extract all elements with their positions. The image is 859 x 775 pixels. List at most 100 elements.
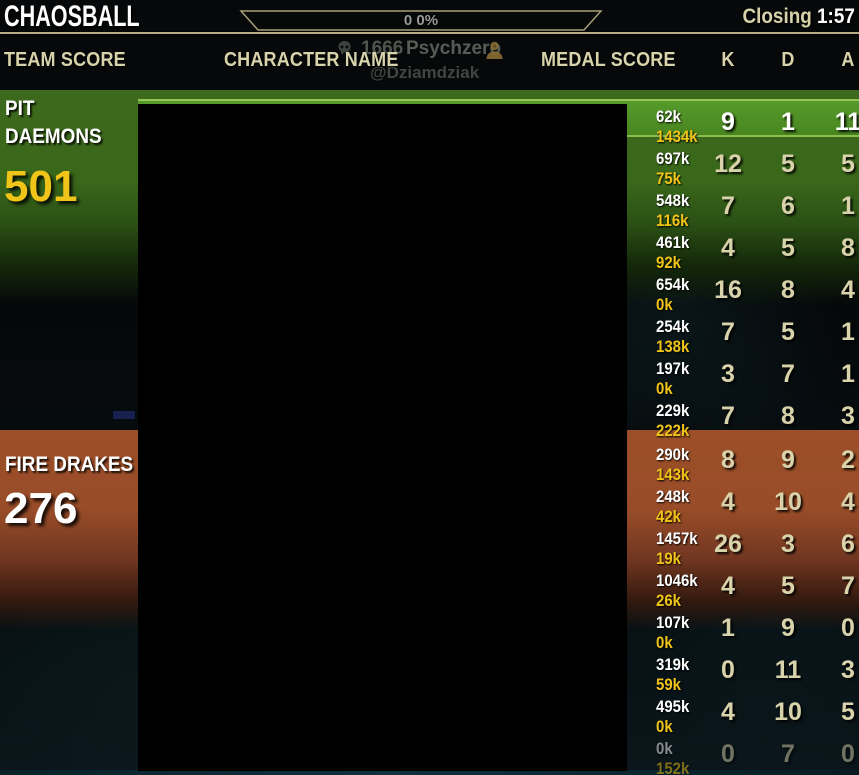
closing-label: Closing <box>742 5 812 28</box>
medal-score-primary: 197k <box>656 359 690 378</box>
player-row: 0k 152k 0 7 0 <box>630 731 859 775</box>
medal-score-secondary: 92k <box>656 253 681 272</box>
kills-value: 4 <box>721 488 735 516</box>
deaths-value: 9 <box>781 446 795 474</box>
deaths-value: 6 <box>781 192 795 220</box>
column-header-assists: A <box>841 49 855 71</box>
team-name: FIRE DRAKES <box>5 451 133 479</box>
medal-score-primary: 0k <box>656 739 673 758</box>
medal-score-secondary: 143k <box>656 465 690 484</box>
medal-score-primary: 1457k <box>656 529 698 548</box>
player-row: 229k 222k 7 8 3 <box>630 393 859 440</box>
kills-value: 4 <box>721 698 735 726</box>
column-header-team-score: TEAM SCORE <box>4 49 126 71</box>
assists-value: 3 <box>841 402 855 430</box>
assists-value: 1 <box>841 192 855 220</box>
kills-value: 26 <box>714 530 742 558</box>
medal-score-secondary: 19k <box>656 549 681 568</box>
assists-value: 6 <box>841 530 855 558</box>
header-divider <box>0 32 859 34</box>
team-name: PIT DAEMONS <box>5 95 102 151</box>
closing-timer: Closing 1:57 <box>743 5 855 29</box>
medal-score-primary: 654k <box>656 275 690 294</box>
medal-score-primary: 548k <box>656 191 690 210</box>
deaths-value: 8 <box>781 276 795 304</box>
deaths-value: 5 <box>781 318 795 346</box>
deaths-value: 5 <box>781 572 795 600</box>
assists-value: 5 <box>841 150 855 178</box>
medal-score-primary: 1046k <box>656 571 698 590</box>
medal-score-primary: 495k <box>656 697 690 716</box>
deaths-value: 7 <box>781 740 795 768</box>
player-row: 319k 59k 0 11 3 <box>630 647 859 694</box>
assists-value: 4 <box>841 276 855 304</box>
game-mode-title: CHAOSBALL <box>4 0 140 33</box>
player-row: 254k 138k 7 5 1 <box>630 309 859 356</box>
kills-value: 16 <box>714 276 742 304</box>
assists-value: 1 <box>841 360 855 388</box>
medal-score-secondary: 0k <box>656 295 673 314</box>
skull-icon <box>338 41 351 54</box>
player-row: 62k 1434k 9 1 11 <box>630 99 859 146</box>
team-name-line: DAEMONS <box>5 125 102 148</box>
team-name-line: FIRE DRAKES <box>5 453 134 476</box>
background-character-name: Psychzero <box>406 38 502 59</box>
player-rank-icon <box>486 41 503 59</box>
kills-value: 9 <box>721 108 735 136</box>
column-header-kills: K <box>721 49 735 71</box>
kills-value: 4 <box>721 234 735 262</box>
assists-value: 4 <box>841 488 855 516</box>
assists-value: 7 <box>841 572 855 600</box>
assists-value: 1 <box>841 318 855 346</box>
column-header-character-name: CHARACTER NAME <box>224 49 399 71</box>
assists-value: 11 <box>834 108 859 136</box>
assists-value: 3 <box>841 656 855 684</box>
player-row: 461k 92k 4 5 8 <box>630 225 859 272</box>
deaths-value: 11 <box>774 656 802 684</box>
deaths-value: 5 <box>781 234 795 262</box>
kills-value: 0 <box>721 740 735 768</box>
kills-value: 12 <box>714 150 742 178</box>
medal-score-secondary: 0k <box>656 633 673 652</box>
player-row: 290k 143k 8 9 2 <box>630 437 859 484</box>
column-header-medal-score: MEDAL SCORE <box>541 49 676 71</box>
medal-score-primary: 461k <box>656 233 690 252</box>
assists-value: 0 <box>841 740 855 768</box>
objective-capture-bar <box>239 10 603 31</box>
medal-score-primary: 290k <box>656 445 690 464</box>
deaths-value: 7 <box>781 360 795 388</box>
background-nameplate-fragment <box>113 411 135 419</box>
kills-value: 1 <box>721 614 735 642</box>
player-row: 654k 0k 16 8 4 <box>630 267 859 314</box>
player-row: 495k 0k 4 10 5 <box>630 689 859 736</box>
deaths-value: 3 <box>781 530 795 558</box>
background-ground-strip <box>0 770 859 775</box>
kills-value: 7 <box>721 318 735 346</box>
team-score-value: 276 <box>4 484 78 533</box>
medal-score-secondary: 42k <box>656 507 681 526</box>
kills-value: 8 <box>721 446 735 474</box>
medal-score-secondary: 0k <box>656 379 673 398</box>
medal-score-primary: 697k <box>656 149 690 168</box>
medal-score-primary: 62k <box>656 107 681 126</box>
kills-value: 7 <box>721 402 735 430</box>
medal-score-secondary: 152k <box>656 759 690 775</box>
closing-time-value: 1:57 <box>817 5 855 28</box>
medal-score-secondary: 0k <box>656 717 673 736</box>
medal-score-primary: 254k <box>656 317 690 336</box>
deaths-value: 9 <box>781 614 795 642</box>
medal-score-primary: 319k <box>656 655 690 674</box>
player-row: 548k 116k 7 6 1 <box>630 183 859 230</box>
medal-score-secondary: 26k <box>656 591 681 610</box>
deaths-value: 10 <box>774 488 802 516</box>
deaths-value: 1 <box>781 108 795 136</box>
team-score-value: 501 <box>4 162 78 211</box>
background-account-name: @Dziamdziak <box>370 63 480 82</box>
background-score-value: 1666 <box>361 38 404 59</box>
medal-score-secondary: 138k <box>656 337 690 356</box>
player-row: 1457k 19k 26 3 6 <box>630 521 859 568</box>
assists-value: 5 <box>841 698 855 726</box>
kills-value: 7 <box>721 192 735 220</box>
medal-score-secondary: 222k <box>656 421 690 440</box>
